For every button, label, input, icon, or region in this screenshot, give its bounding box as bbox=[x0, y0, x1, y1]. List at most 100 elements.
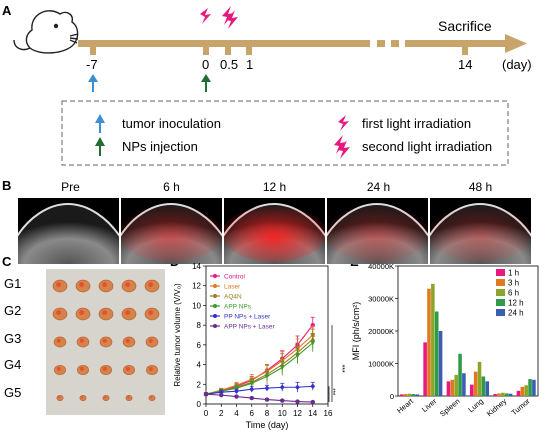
arrow-up-icon-tumor bbox=[88, 74, 98, 92]
d-legend-item: AQ4N bbox=[210, 294, 242, 301]
e-category-label: Kidney bbox=[485, 396, 509, 418]
d-point bbox=[295, 399, 300, 404]
d-point bbox=[219, 392, 224, 398]
arrow-up-icon-legend-nps bbox=[95, 137, 105, 156]
d-point bbox=[249, 381, 255, 386]
d-xtick-label: 8 bbox=[265, 409, 270, 418]
e-bar bbox=[450, 379, 455, 396]
d-significance-label: *** bbox=[338, 365, 345, 373]
svg-text:AQ4N: AQ4N bbox=[224, 294, 242, 301]
group-label-g1: G1 bbox=[4, 276, 22, 291]
lightning-icon-legend-second bbox=[334, 135, 350, 159]
tick-label-14: 14 bbox=[458, 57, 473, 72]
svg-text:Control: Control bbox=[224, 274, 246, 281]
e-ytick-label: 30000K bbox=[368, 295, 394, 304]
e-bar bbox=[524, 385, 528, 396]
svg-text:APP NPs + Laser: APP NPs + Laser bbox=[224, 324, 275, 331]
e-bar bbox=[446, 381, 451, 396]
d-xtick-label: 0 bbox=[204, 409, 209, 418]
arrow-up-icon-nps bbox=[201, 74, 211, 92]
e-ytick-label: 10000K bbox=[368, 360, 394, 369]
d-point bbox=[310, 383, 316, 390]
imaging-panel-3 bbox=[327, 198, 428, 264]
d-legend-item: Control bbox=[210, 274, 246, 281]
lightning-icon-second bbox=[222, 6, 238, 29]
e-bar bbox=[504, 393, 509, 396]
svg-text:APP NPs: APP NPs bbox=[224, 304, 252, 311]
svg-text:6 h: 6 h bbox=[508, 289, 519, 298]
imaging-label-6h: 6 h bbox=[163, 180, 180, 194]
lightning-icon-legend-first bbox=[338, 115, 349, 131]
legend-second-text: second light irradiation bbox=[362, 139, 493, 154]
d-xtick-label: 2 bbox=[219, 409, 224, 418]
d-xtick-label: 6 bbox=[250, 409, 255, 418]
e-ytick-label: 40000K bbox=[368, 262, 394, 271]
d-legend-item: APP NPs + Laser bbox=[210, 324, 275, 331]
legend-nps-text: NPs injection bbox=[122, 139, 198, 154]
d-point bbox=[279, 384, 285, 391]
panel-label-c: C bbox=[2, 254, 12, 269]
e-category-label: Liver bbox=[420, 396, 439, 414]
d-ytick-label: 8 bbox=[197, 321, 202, 330]
svg-text:3 h: 3 h bbox=[508, 279, 519, 288]
e-bar bbox=[528, 379, 532, 396]
e-bar bbox=[477, 361, 482, 396]
d-xtick-label: 12 bbox=[293, 409, 302, 418]
panel-label-b: B bbox=[2, 178, 12, 193]
e-category-label: Spleen bbox=[438, 397, 462, 419]
d-point bbox=[310, 340, 316, 346]
svg-text:12 h: 12 h bbox=[508, 299, 524, 308]
d-xtick-label: 14 bbox=[308, 409, 317, 418]
panel-label-a: A bbox=[2, 3, 12, 18]
e-ytick-label: 20000K bbox=[368, 327, 394, 336]
d-xtick-label: 10 bbox=[278, 409, 287, 418]
e-category-label: Heart bbox=[395, 396, 416, 415]
e-legend-item: 6 h bbox=[496, 289, 519, 298]
e-bar bbox=[454, 374, 458, 396]
d-point bbox=[264, 397, 270, 402]
legend-tumor-text: tumor inoculation bbox=[122, 116, 221, 131]
imaging-panel-0 bbox=[18, 198, 119, 264]
imaging-panel-4 bbox=[430, 198, 531, 264]
imaging-label-pre: Pre bbox=[61, 180, 80, 194]
group-label-g2: G2 bbox=[4, 303, 22, 318]
svg-text:PP NPs + Laser: PP NPs + Laser bbox=[224, 314, 271, 321]
e-bar bbox=[407, 393, 412, 396]
e-bar bbox=[481, 376, 486, 396]
d-xtick-label: 16 bbox=[324, 409, 333, 418]
e-category-label: Lung bbox=[466, 397, 485, 415]
e-bar bbox=[532, 379, 536, 396]
e-legend-item: 12 h bbox=[496, 299, 524, 308]
d-xtick-label: 4 bbox=[234, 409, 239, 418]
d-ytick-label: 14 bbox=[192, 262, 201, 271]
e-yaxis-title: MFI (ph/s/cm²) bbox=[351, 302, 361, 361]
d-series-5 bbox=[203, 391, 315, 405]
d-ytick-label: 4 bbox=[197, 361, 202, 370]
e-bar bbox=[501, 392, 505, 396]
e-bar bbox=[516, 390, 521, 396]
e-bar bbox=[485, 381, 490, 396]
e-bar bbox=[493, 394, 497, 396]
d-point bbox=[295, 353, 300, 359]
lightning-icon-first bbox=[200, 8, 211, 24]
e-bar bbox=[411, 394, 416, 396]
legend-box bbox=[61, 100, 509, 166]
e-bar bbox=[473, 371, 478, 396]
timeline-bar bbox=[78, 40, 370, 47]
e-bar bbox=[400, 394, 404, 396]
e-bar bbox=[438, 331, 443, 396]
d-legend-item: APP NPs bbox=[210, 304, 252, 311]
imaging-label-12h: 12 h bbox=[262, 180, 287, 194]
d-point bbox=[280, 398, 285, 403]
d-significance-label: *** bbox=[329, 388, 335, 396]
mfi-bar-chart: 0 10000K 20000K 30000K 40000K MFI (ph/s/cm²) H… bbox=[351, 262, 539, 419]
e-ytick-label: 0 bbox=[390, 392, 394, 401]
d-point bbox=[203, 391, 209, 397]
d-point bbox=[310, 399, 315, 405]
d-point bbox=[264, 385, 270, 392]
e-bar bbox=[497, 393, 501, 396]
group-label-g5: G5 bbox=[4, 385, 22, 400]
d-point bbox=[218, 389, 224, 395]
d-legend-item: Laser bbox=[210, 284, 241, 291]
e-bar bbox=[415, 394, 420, 396]
